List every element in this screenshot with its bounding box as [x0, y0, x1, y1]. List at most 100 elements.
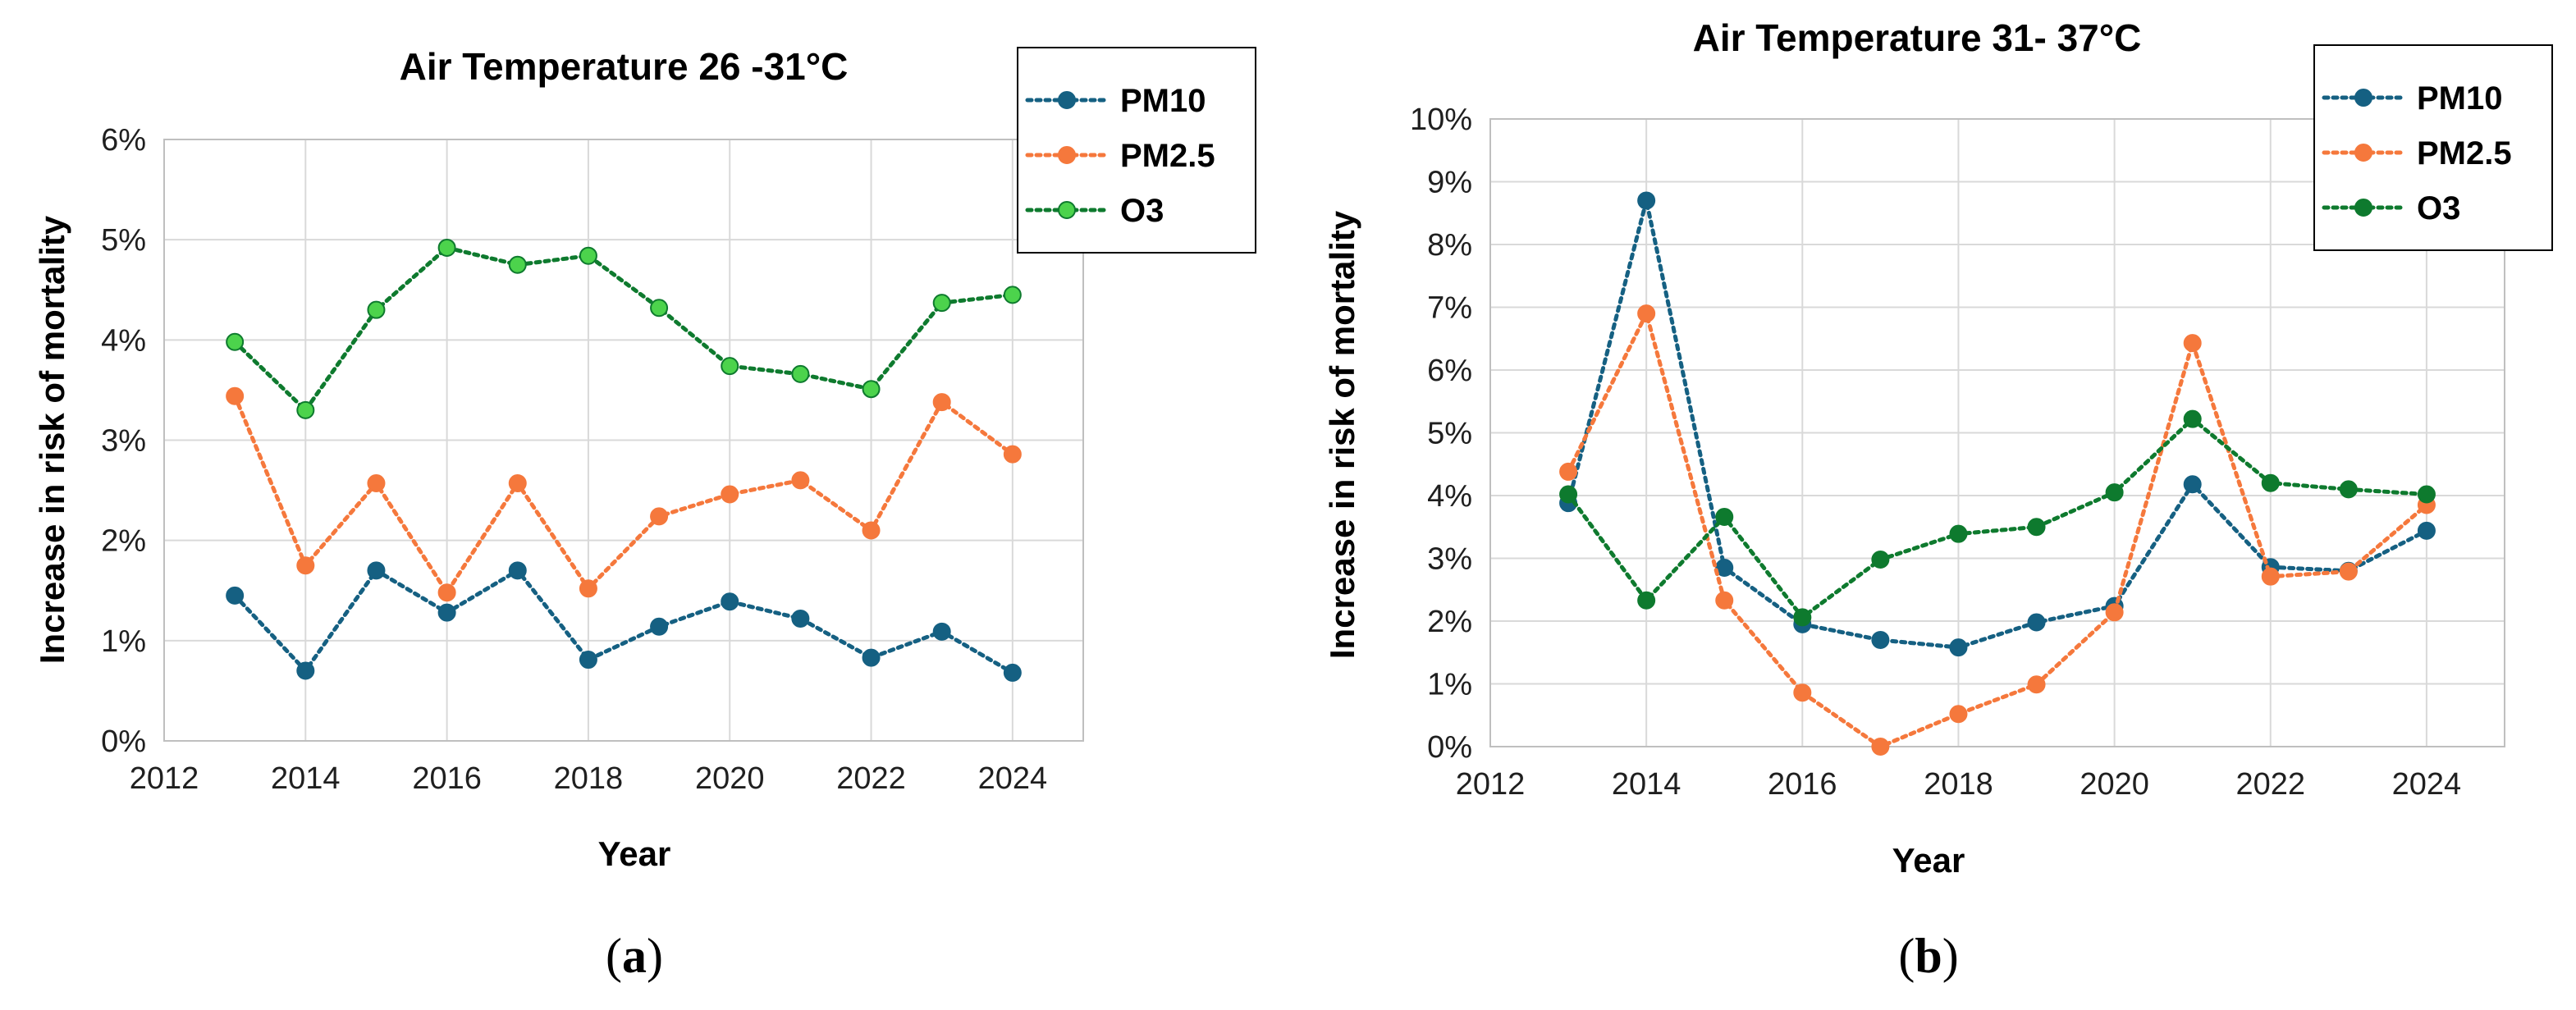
series-lines [1559, 191, 2436, 756]
data-point-pm10 [650, 617, 669, 636]
series-line-pm10 [232, 567, 1015, 675]
data-point-o3 [1637, 591, 1656, 610]
data-point-pm10 [2417, 521, 2436, 540]
chart-panel-a: Air Temperature 26 -31°C 0%1%2%3%4%5%6% … [33, 45, 1256, 983]
data-point-pm25 [1003, 445, 1022, 464]
data-point-o3 [2105, 483, 2124, 502]
data-point-pm10 [1637, 191, 1656, 210]
data-point-pm10 [2027, 613, 2046, 632]
data-point-pm10 [721, 592, 739, 611]
y-tick-label: 7% [1427, 291, 1472, 326]
data-point-pm25 [932, 393, 951, 412]
y-tick-label: 5% [1427, 417, 1472, 451]
legend-label-pm10: PM10 [2417, 80, 2503, 117]
chart-panel-b: Air Temperature 31- 37°C 0% 1% 2% 3% 4% 5% 6% 7… [1323, 16, 2553, 983]
data-point-o3 [226, 332, 245, 351]
data-point-pm10 [862, 648, 881, 667]
y-tick-labels: 0% 1% 2% 3% 4% 5% 6% [101, 123, 146, 759]
y-axis-label: Increase in risk of mortality [1323, 210, 1361, 659]
legend-label-pm10: PM10 [1120, 83, 1206, 119]
data-point-pm10 [2183, 475, 2202, 494]
data-point-pm25 [650, 507, 669, 526]
data-point-pm10 [508, 561, 527, 580]
data-point-pm10 [1715, 558, 1734, 577]
legend-label-o3: O3 [2417, 190, 2460, 226]
data-point-o3 [932, 294, 951, 313]
data-point-pm25 [2027, 675, 2046, 694]
data-point-o3 [862, 380, 881, 399]
series-line-o3 [232, 245, 1015, 414]
y-tick-label: 4% [1427, 479, 1472, 514]
y-tick-label: 2% [1427, 605, 1472, 639]
y-tick-label: 6% [1427, 354, 1472, 388]
data-point-o3 [579, 246, 597, 265]
x-tick-label: 2022 [836, 761, 906, 796]
y-tick-label: 3% [101, 424, 146, 459]
y-tick-label: 0% [101, 724, 146, 759]
y-axis-label: Increase in risk of mortality [33, 215, 71, 664]
data-point-o3 [1003, 286, 1022, 304]
y-tick-label: 6% [101, 123, 146, 158]
series-line-o3 [1566, 416, 2429, 620]
legend-box [1017, 47, 1256, 254]
data-point-pm25 [579, 579, 597, 598]
data-point-pm25 [2183, 334, 2202, 353]
legend: PM10 PM2.5 O3 [1017, 47, 1256, 254]
data-point-pm25 [1715, 591, 1734, 610]
data-point-pm10 [1871, 630, 1890, 649]
data-point-pm25 [2339, 562, 2358, 581]
legend-marker-pm10 [1058, 91, 1076, 109]
data-point-pm25 [1637, 304, 1656, 323]
plot-area-border [1489, 118, 2505, 747]
y-tick-label: 5% [101, 223, 146, 258]
data-point-o3 [2261, 473, 2280, 492]
y-tick-label: 0% [1427, 730, 1472, 765]
data-point-pm25 [508, 474, 527, 493]
data-point-pm25 [2105, 603, 2124, 622]
y-tick-label: 9% [1427, 166, 1472, 200]
data-point-o3 [2027, 518, 2046, 537]
data-point-pm25 [721, 485, 739, 504]
data-point-pm10 [367, 561, 386, 580]
data-point-pm10 [437, 603, 456, 622]
x-tick-label: 2022 [2235, 767, 2305, 802]
x-tick-label: 2014 [271, 761, 341, 796]
data-point-o3 [296, 400, 315, 419]
y-tick-labels: 0% 1% 2% 3% 4% 5% 6% 7% 8% 9% 10% [1410, 103, 1472, 765]
y-tick-label: 1% [101, 624, 146, 659]
data-point-o3 [1949, 524, 1968, 543]
y-tick-label: 10% [1410, 103, 1472, 137]
data-point-pm25 [1559, 462, 1578, 481]
legend-marker-o3 [1058, 201, 1076, 219]
data-point-pm25 [437, 583, 456, 602]
x-tick-label: 2012 [130, 761, 199, 796]
data-point-o3 [437, 238, 456, 257]
data-point-o3 [791, 364, 810, 383]
legend-label-o3: O3 [1120, 193, 1164, 229]
legend-marker-pm25 [2354, 144, 2372, 162]
legend: PM10 PM2.5 O3 [2313, 44, 2553, 251]
data-point-pm10 [226, 586, 245, 605]
data-point-o3 [2417, 485, 2436, 504]
data-point-pm25 [1949, 705, 1968, 724]
data-point-pm25 [2261, 567, 2280, 586]
chart-title: Air Temperature 31- 37°C [1693, 16, 2142, 59]
x-tick-label: 2018 [554, 761, 624, 796]
data-point-o3 [650, 299, 669, 318]
y-tick-label: 4% [101, 323, 146, 358]
x-axis-label: Year [598, 834, 671, 873]
data-point-o3 [367, 300, 386, 319]
legend-marker-pm25 [1058, 146, 1076, 164]
legend-marker-pm10 [2354, 89, 2372, 107]
panel-label: (b) [1898, 929, 1958, 983]
series-line-pm10 [1566, 199, 2429, 650]
data-point-pm10 [579, 651, 597, 670]
y-tick-label: 2% [101, 524, 146, 559]
x-axis-label: Year [1892, 841, 1965, 880]
data-point-o3 [2183, 409, 2202, 428]
data-point-o3 [2339, 480, 2358, 499]
x-tick-label: 2024 [2392, 767, 2462, 802]
x-tick-label: 2016 [1768, 767, 1837, 802]
y-tick-label: 3% [1427, 542, 1472, 577]
x-tick-label: 2012 [1456, 767, 1526, 802]
